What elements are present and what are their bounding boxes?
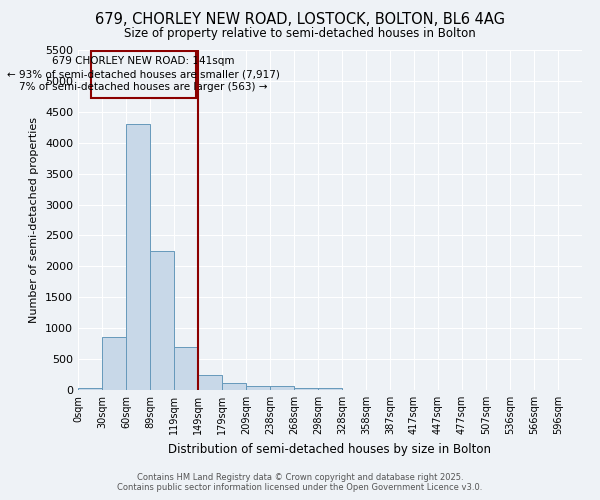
- Bar: [198, 374, 222, 390]
- Text: 679 CHORLEY NEW ROAD: 141sqm: 679 CHORLEY NEW ROAD: 141sqm: [52, 56, 235, 66]
- Bar: [102, 338, 126, 390]
- Bar: [270, 386, 294, 390]
- X-axis label: Distribution of semi-detached houses by size in Bolton: Distribution of semi-detached houses by …: [169, 442, 491, 456]
- FancyBboxPatch shape: [91, 50, 196, 98]
- Bar: [246, 386, 270, 390]
- Text: 7% of semi-detached houses are larger (563) →: 7% of semi-detached houses are larger (5…: [19, 82, 268, 92]
- Text: Contains HM Land Registry data © Crown copyright and database right 2025.
Contai: Contains HM Land Registry data © Crown c…: [118, 473, 482, 492]
- Bar: [174, 346, 198, 390]
- Text: ← 93% of semi-detached houses are smaller (7,917): ← 93% of semi-detached houses are smalle…: [7, 69, 280, 79]
- Y-axis label: Number of semi-detached properties: Number of semi-detached properties: [29, 117, 40, 323]
- Bar: [222, 382, 246, 390]
- Bar: [150, 251, 174, 390]
- Bar: [126, 124, 150, 390]
- Bar: [294, 388, 318, 390]
- Text: Size of property relative to semi-detached houses in Bolton: Size of property relative to semi-detach…: [124, 28, 476, 40]
- Bar: [318, 388, 342, 390]
- Text: 679, CHORLEY NEW ROAD, LOSTOCK, BOLTON, BL6 4AG: 679, CHORLEY NEW ROAD, LOSTOCK, BOLTON, …: [95, 12, 505, 28]
- Bar: [78, 388, 102, 390]
